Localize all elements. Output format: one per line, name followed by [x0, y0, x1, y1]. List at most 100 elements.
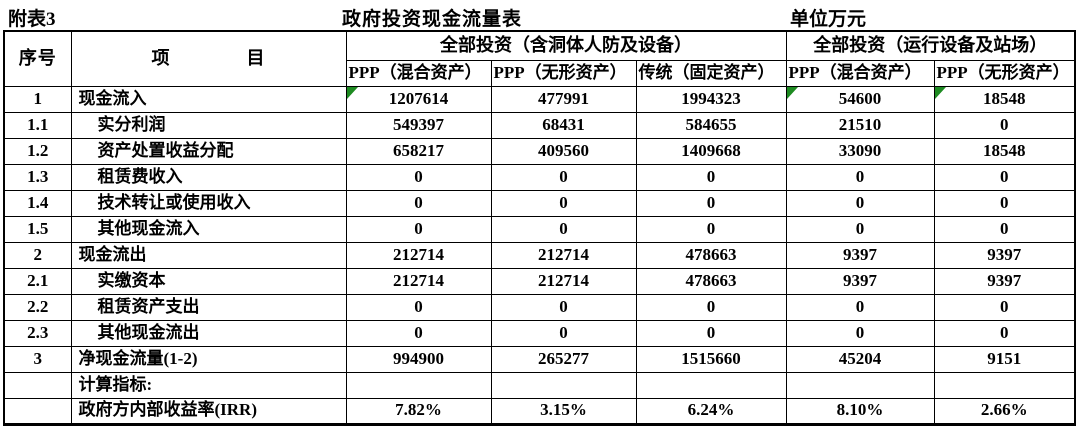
value-cell: 54600: [785, 85, 935, 113]
value-cell: 0: [635, 163, 787, 191]
value-cell: 0: [490, 189, 637, 217]
row-number: 2.2: [3, 293, 72, 321]
value-cell: 212714: [490, 241, 637, 269]
value-cell: 0: [490, 319, 637, 347]
value-cell: 0: [635, 189, 787, 217]
value-cell: 0: [345, 163, 492, 191]
table-row: 1.3 租赁费收入 0 0 0 0 0: [3, 163, 1076, 191]
value-cell: 8.10%: [785, 397, 935, 425]
row-number: 1.3: [3, 163, 72, 191]
header-subcol-row: PPP（混合资产） PPP（无形资产） 传统（固定资产） PPP（混合资产） P…: [4, 59, 1076, 87]
col-header-item: 项 目: [70, 30, 347, 87]
table-row: 2 现金流出 212714 212714 478663 9397 9397: [3, 241, 1076, 269]
cash-flow-table: 序号 项 目 全部投资（含洞体人防及设备） 全部投资（运行设备及站场） PPP（…: [3, 30, 1077, 426]
row-item-label: 计算指标:: [70, 371, 347, 399]
value-cell: 0: [345, 319, 492, 347]
value-cell: 9151: [933, 345, 1076, 373]
table-row: 1 现金流入 1207614 477991 1994323 54600 18548: [3, 85, 1076, 113]
table-row: 1.4 技术转让或使用收入 0 0 0 0 0: [3, 189, 1076, 217]
value-cell: 7.82%: [345, 397, 492, 425]
row-item-label: 实缴资本: [70, 267, 347, 295]
value-cell: 0: [785, 293, 935, 321]
table-row: 1.2 资产处置收益分配 658217 409560 1409668 33090 18548: [3, 137, 1076, 165]
row-item-label: 现金流入: [70, 85, 347, 113]
value-cell: 994900: [345, 345, 492, 373]
value-cell: 9397: [785, 241, 935, 269]
row-number: 2.3: [3, 319, 72, 347]
value-cell: 6.24%: [635, 397, 787, 425]
col-group-total-investment-2: 全部投资（运行设备及站场）: [785, 30, 1076, 61]
value-cell: 0: [345, 189, 492, 217]
row-number: 1: [3, 85, 72, 113]
value-cell: 478663: [635, 241, 787, 269]
table-row: 2.2 租赁资产支出 0 0 0 0 0: [3, 293, 1076, 321]
value-cell: 0: [933, 319, 1076, 347]
table-body: 1 现金流入 1207614 477991 1994323 54600 18548 1.1 实分…: [3, 85, 1076, 425]
table-row: 政府方内部收益率(IRR) 7.82% 3.15% 6.24% 8.10% 2.66%: [3, 397, 1076, 425]
value-cell: [345, 371, 492, 399]
table-row: 2.1 实缴资本 212714 212714 478663 9397 9397: [3, 267, 1076, 295]
value-cell: 45204: [785, 345, 935, 373]
value-cell: [785, 371, 935, 399]
value-cell: 212714: [345, 267, 492, 295]
value-cell: [933, 371, 1076, 399]
row-item-label: 其他现金流入: [70, 215, 347, 243]
value-cell: 18548: [933, 85, 1076, 113]
row-item-label: 政府方内部收益率(IRR): [70, 397, 347, 425]
value-cell: 21510: [785, 111, 935, 139]
header-group-row: 序号 项 目 全部投资（含洞体人防及设备） 全部投资（运行设备及站场）: [3, 30, 1076, 87]
value-cell: 0: [345, 293, 492, 321]
value-cell: 549397: [345, 111, 492, 139]
value-cell: 1515660: [635, 345, 787, 373]
row-number: 1.5: [3, 215, 72, 243]
excel-flag-triangle-icon: [347, 87, 358, 99]
value-cell: 1207614: [345, 85, 492, 113]
excel-flag-triangle-icon: [935, 87, 946, 99]
row-item-label: 租赁费收入: [70, 163, 347, 191]
value-cell: 9397: [785, 267, 935, 295]
value-cell: 0: [933, 111, 1076, 139]
row-number: 1.2: [3, 137, 72, 165]
value-cell: 2.66%: [933, 397, 1076, 425]
value-cell: [635, 371, 787, 399]
value-cell: 0: [785, 189, 935, 217]
row-number: [3, 371, 72, 399]
value-cell: 0: [933, 189, 1076, 217]
value-cell: 478663: [635, 267, 787, 295]
row-number: 2.1: [3, 267, 72, 295]
value-cell: 0: [933, 163, 1076, 191]
value-cell: 0: [785, 215, 935, 243]
col-header-ppp-mixed-1: PPP（混合资产）: [345, 59, 492, 87]
value-cell: 265277: [490, 345, 637, 373]
table-row: 计算指标:: [3, 371, 1076, 399]
table-row: 2.3 其他现金流出 0 0 0 0 0: [3, 319, 1076, 347]
value-cell: 212714: [345, 241, 492, 269]
value-cell: 0: [635, 293, 787, 321]
table-row: 1.5 其他现金流入 0 0 0 0 0: [3, 215, 1076, 243]
value-cell: 0: [785, 319, 935, 347]
row-item-label: 净现金流量(1-2): [70, 345, 347, 373]
annex-label: 附表3: [8, 9, 56, 30]
value-cell: 0: [490, 215, 637, 243]
value-cell: [490, 371, 637, 399]
value-cell: 68431: [490, 111, 637, 139]
value-cell: 1409668: [635, 137, 787, 165]
table-row: 1.1 实分利润 549397 68431 584655 21510 0: [3, 111, 1076, 139]
value-cell: 0: [635, 215, 787, 243]
row-item-label: 其他现金流出: [70, 319, 347, 347]
value-cell: 0: [490, 163, 637, 191]
excel-flag-triangle-icon: [787, 87, 798, 99]
value-cell: 0: [933, 293, 1076, 321]
row-item-label: 租赁资产支出: [70, 293, 347, 321]
value-cell: 18548: [933, 137, 1076, 165]
value-cell: 0: [345, 215, 492, 243]
col-header-ppp-intangible-1: PPP（无形资产）: [490, 59, 637, 87]
col-header-ppp-mixed-2: PPP（混合资产）: [785, 59, 935, 87]
value-cell: 33090: [785, 137, 935, 165]
row-number: 1.4: [3, 189, 72, 217]
col-header-index: 序号: [3, 30, 72, 87]
col-header-traditional-fixed: 传统（固定资产）: [635, 59, 787, 87]
col-header-ppp-intangible-2: PPP（无形资产）: [933, 59, 1076, 87]
value-cell: 9397: [933, 241, 1076, 269]
